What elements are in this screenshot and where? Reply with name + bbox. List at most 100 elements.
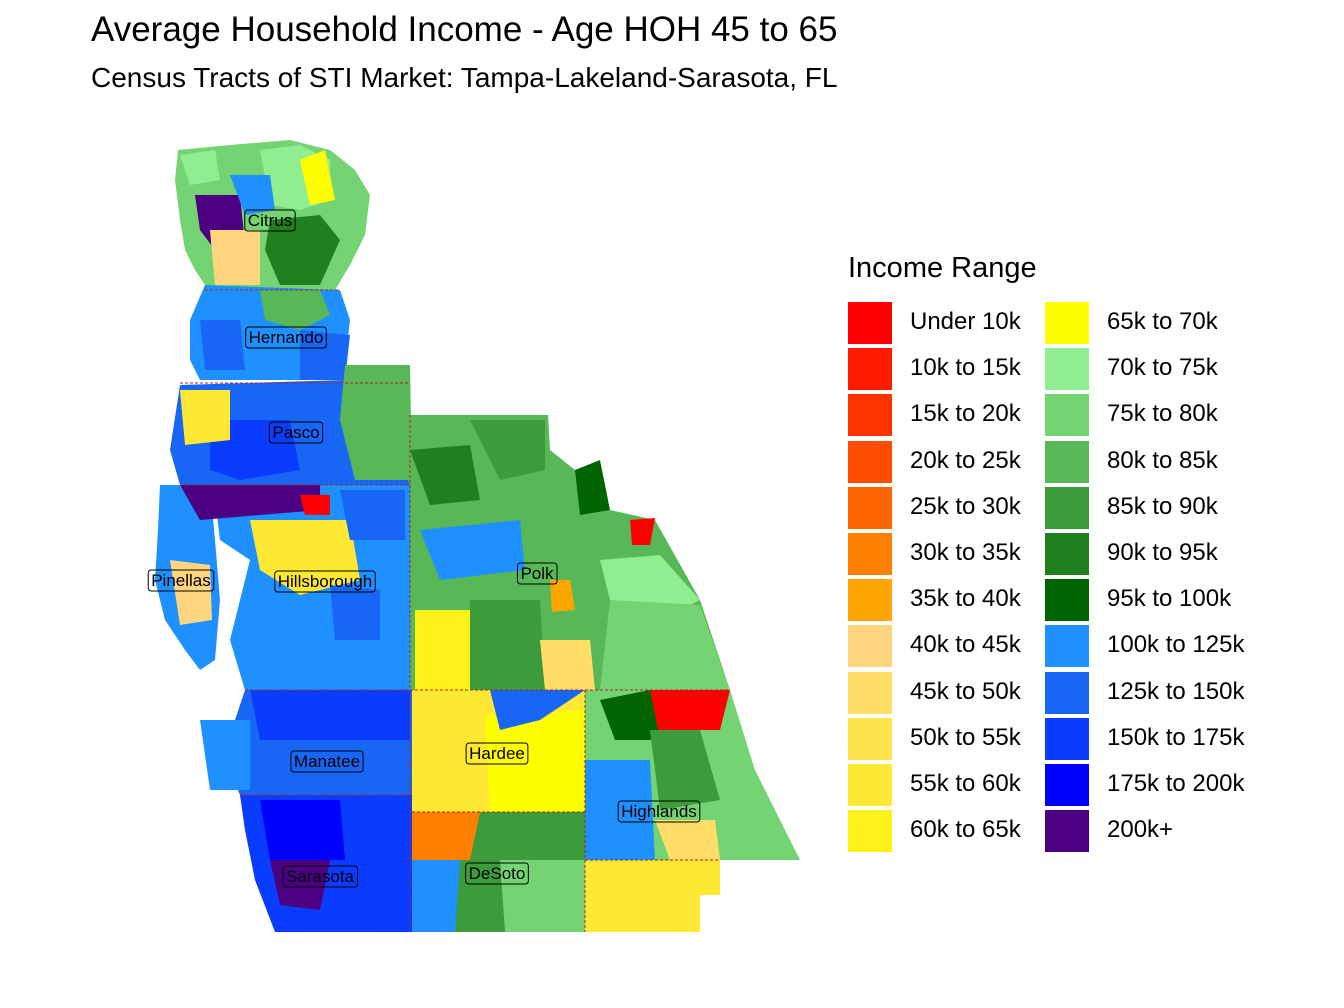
legend-label: 95k to 100k [1107, 585, 1232, 613]
region-pasco-2 [210, 420, 300, 480]
region-polk-10 [630, 518, 655, 545]
legend-swatch [1045, 533, 1089, 575]
legend-label: 200k+ [1107, 816, 1174, 844]
legend-label: 65k to 70k [1107, 308, 1218, 335]
legend-label: 125k to 150k [1107, 677, 1245, 705]
region-sarasota-1 [260, 800, 345, 860]
legend-swatch [1045, 348, 1089, 391]
legend-label: 60k to 65k [910, 816, 1021, 844]
region-pasco-3 [180, 390, 230, 445]
svg-text:Pasco: Pasco [272, 423, 319, 442]
legend-swatch [848, 348, 892, 391]
region-polk-6 [415, 610, 470, 690]
legend-swatch [1045, 394, 1089, 437]
county-label-hillsborough: Hillsborough [274, 570, 376, 593]
region-hernando-2 [300, 330, 350, 380]
legend-swatch [1045, 579, 1089, 622]
legend-label: 35k to 40k [910, 585, 1021, 613]
county-label-polk: Polk [516, 562, 558, 585]
legend-swatch [848, 486, 892, 529]
legend-swatch [848, 533, 892, 575]
region-hardee-1 [485, 710, 585, 812]
legend-swatch [848, 440, 892, 483]
region-highlands-4 [650, 730, 720, 810]
legend-swatch [848, 671, 892, 714]
county-label-desoto: DeSoto [465, 862, 529, 885]
legend-swatch [848, 810, 892, 853]
region-hillsborough-5 [340, 490, 405, 540]
svg-text:DeSoto: DeSoto [469, 864, 526, 883]
svg-text:Hardee: Hardee [469, 744, 525, 763]
svg-text:Hernando: Hernando [249, 328, 324, 347]
region-manatee-1 [250, 690, 410, 740]
legend-swatch [848, 764, 892, 806]
legend-label: 20k to 25k [910, 446, 1021, 474]
legend-label: 25k to 30k [910, 492, 1021, 520]
legend-label: 55k to 60k [910, 770, 1021, 797]
region-pinellas-1 [170, 560, 212, 625]
region-citrus-5 [210, 230, 260, 285]
county-label-highlands: Highlands [617, 800, 701, 823]
county-label-sarasota: Sarasota [282, 865, 359, 888]
legend-label: 70k to 75k [1107, 354, 1218, 382]
legend-swatch [1045, 764, 1089, 806]
legend-swatch [848, 579, 892, 622]
region-polk-3 [575, 460, 610, 515]
region-pasco-1 [340, 365, 412, 480]
region-polk-5 [600, 600, 730, 690]
svg-text:Pinellas: Pinellas [151, 571, 211, 590]
county-label-citrus: Citrus [244, 209, 296, 232]
legend-label: 85k to 90k [1107, 492, 1218, 520]
region-desoto-1 [412, 812, 480, 860]
region-hillsborough-2 [250, 520, 360, 595]
legend-swatch [848, 394, 892, 437]
county-label-hardee: Hardee [465, 742, 529, 765]
region-hardee-2 [490, 690, 585, 730]
region-polk-2 [470, 420, 545, 480]
region-sarasota-2 [270, 860, 330, 910]
legend-label: 40k to 45k [910, 631, 1021, 659]
region-citrus-2 [300, 150, 335, 205]
legend-swatch [1045, 440, 1089, 483]
svg-text:Sarasota: Sarasota [286, 867, 355, 886]
region-desoto-3 [412, 860, 460, 932]
region-highlands-1 [650, 690, 730, 730]
region-south-east [585, 860, 720, 932]
region-polk-9 [550, 580, 575, 612]
legend-label: 175k to 200k [1107, 770, 1245, 797]
legend-swatch [848, 302, 892, 344]
county-label-hernando: Hernando [245, 326, 327, 349]
legend-swatch [1045, 810, 1089, 853]
region-highlands-5 [655, 820, 720, 860]
region-citrus-6 [230, 175, 275, 215]
legend-label: 50k to 55k [910, 723, 1021, 751]
region-hillsborough-4 [330, 585, 380, 640]
legend-swatch [1045, 302, 1089, 344]
legend-label: 100k to 125k [1107, 631, 1245, 659]
legend-swatch [848, 717, 892, 760]
legend-label: 150k to 175k [1107, 723, 1245, 751]
legend-swatch [1045, 486, 1089, 529]
svg-text:Highlands: Highlands [621, 802, 697, 821]
region-polk-8 [540, 640, 595, 690]
region-hillsborough-3 [300, 495, 330, 515]
legend: Under 10k 10k to 15k 15k to 20k 20k to 25k 2… [848, 300, 1308, 860]
region-polk-1 [410, 445, 480, 505]
legend-label: 15k to 20k [910, 400, 1021, 428]
choropleth-map: Citrus Hernando Pasco Pinellas Hillsborough P… [147, 140, 800, 932]
legend-label: 10k to 15k [910, 354, 1021, 382]
region-hernando-3 [200, 320, 245, 370]
region-citrus-3 [265, 215, 340, 285]
legend-label: 80k to 85k [1107, 446, 1218, 474]
map-title: Average Household Income - Age HOH 45 to… [91, 10, 838, 49]
region-hillsborough-1 [180, 485, 320, 520]
svg-text:Citrus: Citrus [248, 211, 292, 230]
map-subtitle: Census Tracts of STI Market: Tampa-Lakel… [91, 62, 838, 93]
svg-text:Polk: Polk [520, 564, 554, 583]
legend-swatch [1045, 717, 1089, 760]
county-label-manatee: Manatee [290, 750, 364, 773]
region-citrus-7 [180, 150, 220, 185]
region-desoto-2 [500, 860, 585, 932]
legend-label: 90k to 95k [1107, 539, 1218, 566]
region-manatee-2 [200, 720, 250, 790]
